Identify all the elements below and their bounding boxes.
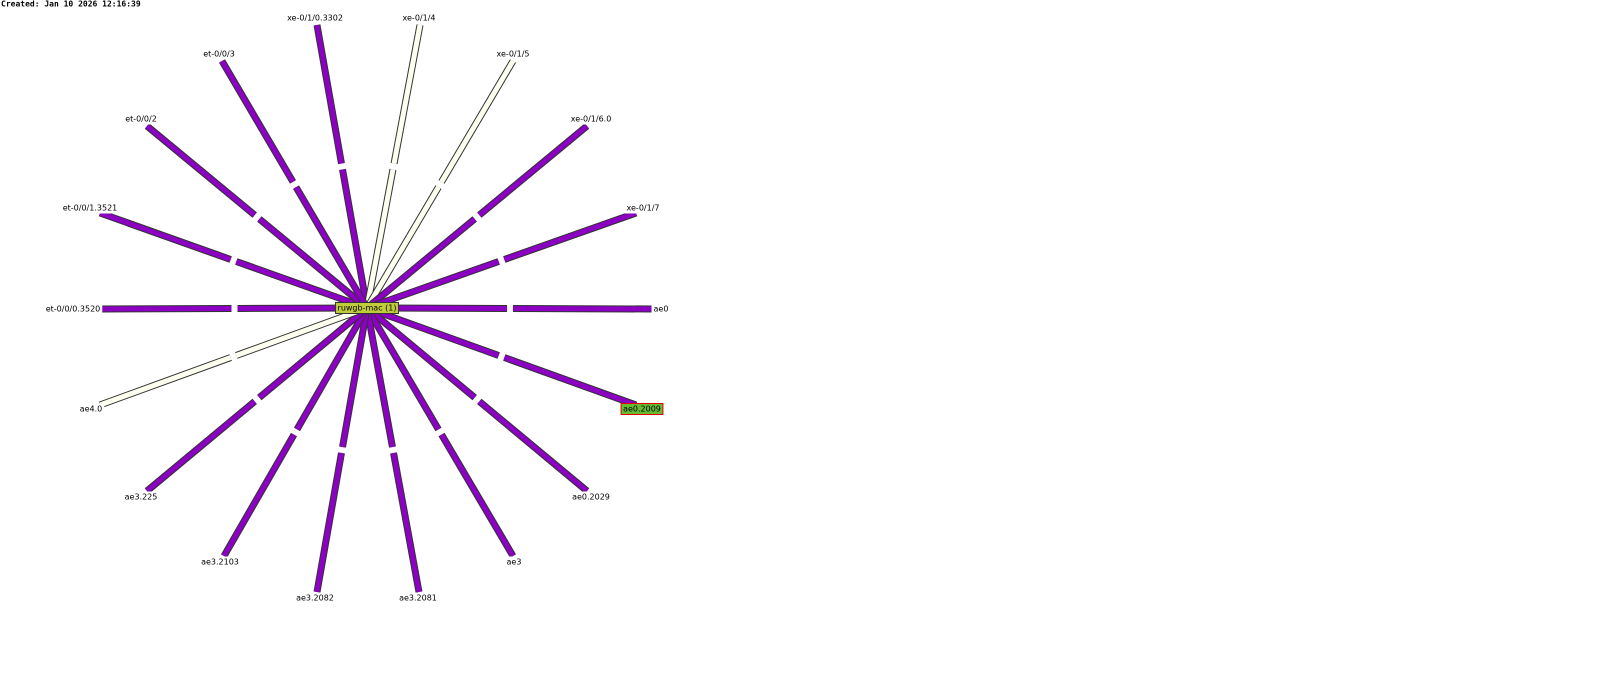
node-label: ae3.2082	[296, 594, 334, 603]
link	[366, 259, 500, 311]
node-label-box	[285, 12, 345, 24]
node-label-box	[620, 403, 664, 415]
link	[364, 307, 395, 448]
node-label: xe-0/1/5	[497, 50, 530, 59]
node-label-box	[60, 202, 120, 214]
node-label: ae3.2103	[201, 558, 239, 567]
node-label: ae0.2009	[623, 405, 661, 414]
created-timestamp: Created: Jan 10 2026 12:16:39	[1, 0, 141, 9]
center-node-box	[335, 302, 399, 314]
node-label-box	[77, 403, 105, 415]
node-label-box	[568, 113, 614, 125]
link	[314, 452, 344, 593]
node-label-box	[624, 202, 662, 214]
node-label: ae0	[654, 305, 669, 314]
link	[364, 168, 396, 309]
node-label: xe-0/1/7	[627, 204, 660, 213]
link	[221, 433, 297, 558]
node-label-box	[504, 556, 524, 568]
link	[365, 306, 477, 400]
node-label-box	[494, 48, 532, 60]
node-label: ae3	[507, 558, 522, 567]
node-label: ae4.0	[80, 405, 103, 414]
node-label: et-0/0/3	[203, 50, 235, 59]
link	[235, 259, 368, 311]
link	[257, 306, 369, 400]
node-label: xe-0/1/4	[403, 14, 436, 23]
node-label-box	[43, 303, 103, 315]
center-node: ruwgb-mac (1)	[338, 304, 397, 313]
node-label: et-0/0/2	[125, 115, 157, 124]
node-label-box	[400, 12, 438, 24]
node-label: ae0.2029	[572, 493, 610, 502]
link	[365, 216, 477, 310]
link	[477, 399, 589, 493]
node-label-box	[651, 303, 671, 315]
link	[439, 433, 516, 558]
link	[391, 452, 422, 593]
node-label-box	[397, 592, 439, 604]
link	[294, 306, 370, 431]
link	[439, 59, 516, 184]
node-label-box	[199, 556, 241, 568]
node-label-box	[122, 491, 160, 503]
link	[145, 399, 257, 493]
node-label: xe-0/1/6.0	[571, 115, 612, 124]
link	[257, 216, 369, 310]
node-label-box	[294, 592, 336, 604]
nodes: xe-0/1/0.3302 xe-0/1/4 xe-0/1/5 xe-0/1/6.0 x…	[43, 12, 671, 604]
link	[364, 185, 441, 310]
node-label: ae3.225	[125, 493, 158, 502]
link	[503, 210, 637, 262]
node-label: et-0/0/1.3521	[63, 204, 118, 213]
link	[503, 355, 637, 408]
link	[477, 124, 589, 218]
link	[99, 355, 232, 408]
node-label: et-0/0/0.3520	[46, 305, 101, 314]
node-label-box	[570, 491, 612, 503]
link	[364, 306, 441, 431]
link	[99, 210, 232, 262]
link	[235, 305, 368, 358]
node-label: xe-0/1/0.3302	[287, 14, 343, 23]
node-label: ae3.2081	[399, 594, 437, 603]
link	[391, 24, 423, 165]
link	[145, 124, 257, 218]
node-label-box	[201, 48, 237, 60]
link	[293, 185, 370, 310]
node-label-box	[123, 113, 159, 125]
link	[340, 307, 370, 448]
link	[366, 305, 500, 358]
link	[340, 169, 370, 309]
links	[98, 24, 654, 593]
link	[219, 59, 296, 184]
link	[314, 24, 344, 164]
